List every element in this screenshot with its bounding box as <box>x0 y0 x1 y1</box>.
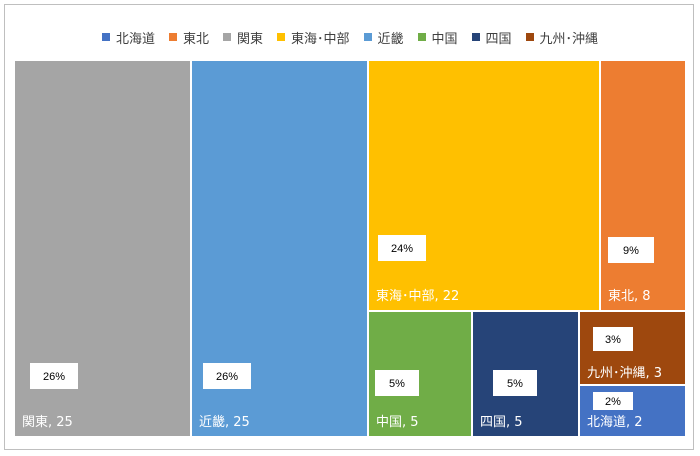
legend-label: 四国 <box>485 31 512 47</box>
legend-item: 九州･沖縄 <box>525 28 599 47</box>
legend-item: 四国 <box>471 28 512 47</box>
percent-box <box>608 237 654 263</box>
legend-item: 関東 <box>222 28 263 47</box>
chart-legend: 北海道 東北 関東 東海･中部 近畿 中国 四国 九州･沖縄 <box>5 27 695 47</box>
legend-swatch <box>101 33 110 41</box>
legend-item: 東北 <box>168 28 209 47</box>
legend-swatch <box>168 33 177 41</box>
legend-swatch <box>525 33 534 41</box>
legend-label: 近畿 <box>377 31 404 47</box>
tile-label: 関東, 25 <box>22 414 73 430</box>
percent-box <box>593 327 633 351</box>
tile-label: 近畿, 25 <box>199 415 250 430</box>
percent-label: 26% <box>216 371 238 383</box>
percent-label: 5% <box>507 378 523 390</box>
tile-label: 九州･沖縄, 3 <box>587 366 662 381</box>
legend-label: 関東 <box>236 31 263 47</box>
treemap-tile <box>369 61 599 310</box>
percent-label: 9% <box>623 245 639 257</box>
legend-swatch <box>471 33 480 41</box>
legend-label: 北海道 <box>115 31 155 47</box>
legend-swatch <box>417 33 426 41</box>
legend-item: 近畿 <box>363 28 404 47</box>
percent-box <box>493 370 537 396</box>
legend-label: 九州･沖縄 <box>539 31 599 47</box>
percent-box <box>203 363 251 389</box>
treemap-tile <box>601 61 685 310</box>
tile-label: 北海道, 2 <box>587 415 643 430</box>
percent-label: 5% <box>389 378 405 390</box>
percent-label: 26% <box>43 371 65 383</box>
legend-label: 東北 <box>182 31 209 47</box>
tile-label: 四国, 5 <box>480 415 523 430</box>
legend-swatch <box>276 33 285 41</box>
legend-item: 北海道 <box>101 28 155 47</box>
percent-label: 2% <box>605 396 621 408</box>
legend-swatch <box>363 33 372 41</box>
tile-label: 中国, 5 <box>376 415 419 430</box>
legend-swatch <box>222 33 231 41</box>
percent-box <box>375 370 419 396</box>
legend-item: 東海･中部 <box>276 28 350 47</box>
legend-item: 中国 <box>417 28 458 47</box>
legend-label: 中国 <box>431 31 458 47</box>
legend-label: 東海･中部 <box>290 31 350 47</box>
percent-label: 24% <box>391 243 413 255</box>
percent-box <box>593 392 633 410</box>
tile-label: 東海･中部, 22 <box>376 288 459 304</box>
percent-label: 3% <box>605 334 621 346</box>
tile-label: 東北, 8 <box>608 288 651 304</box>
percent-box <box>30 363 78 389</box>
percent-box <box>378 235 426 261</box>
